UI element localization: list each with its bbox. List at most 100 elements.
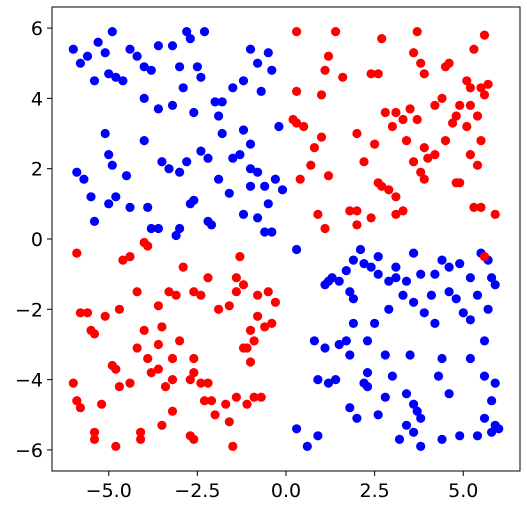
blue-point (139, 136, 149, 146)
blue-point (238, 76, 249, 86)
red-point (419, 174, 429, 184)
red-point (125, 252, 135, 262)
blue-point (132, 51, 142, 61)
x-tick-label: −2.5 (174, 480, 220, 502)
points-layer (68, 27, 504, 451)
blue-point (253, 58, 263, 68)
red-point (139, 325, 149, 335)
red-point (228, 441, 238, 451)
red-point (231, 287, 241, 297)
blue-point (292, 244, 302, 255)
red-point (331, 27, 341, 37)
red-point (430, 150, 440, 160)
red-point (409, 157, 419, 167)
blue-point (334, 339, 344, 350)
blue-point (107, 27, 117, 37)
red-point (465, 83, 475, 93)
red-point (89, 434, 100, 444)
blue-point (331, 375, 341, 385)
red-point (167, 406, 178, 416)
blue-point (487, 273, 497, 283)
blue-point (327, 273, 337, 283)
red-point (405, 104, 415, 114)
blue-point (157, 157, 167, 167)
red-point (167, 353, 178, 364)
red-point (292, 86, 302, 96)
y-tick-label: 6 (31, 18, 43, 40)
red-point (210, 410, 220, 420)
blue-point (185, 34, 195, 44)
red-point (75, 403, 85, 413)
red-point (416, 58, 426, 68)
red-point (199, 396, 210, 406)
blue-point (490, 378, 500, 388)
red-point (398, 114, 408, 125)
red-point (401, 136, 412, 146)
red-point (384, 185, 394, 195)
red-point (157, 322, 167, 332)
red-point (206, 396, 217, 406)
blue-point (100, 128, 110, 139)
red-point (476, 136, 486, 146)
blue-point (416, 441, 426, 451)
red-point (114, 382, 124, 392)
blue-point (426, 290, 436, 300)
red-point (72, 248, 82, 258)
red-point (221, 399, 231, 409)
red-point (377, 181, 387, 191)
blue-point (139, 93, 149, 103)
red-point (189, 434, 199, 444)
blue-point (472, 431, 483, 441)
blue-point (245, 44, 256, 54)
red-point (175, 336, 185, 346)
blue-point (409, 248, 419, 258)
blue-point (146, 223, 156, 234)
red-point (448, 118, 458, 128)
blue-point (107, 160, 117, 170)
blue-point (175, 167, 185, 177)
red-point (89, 329, 100, 339)
blue-point (444, 262, 454, 272)
blue-point (487, 396, 497, 406)
red-point (185, 375, 195, 385)
blue-point (359, 259, 369, 269)
red-point (97, 399, 107, 409)
red-point (118, 255, 128, 265)
red-point (472, 111, 483, 121)
blue-point (302, 441, 312, 451)
blue-point (412, 406, 422, 416)
blue-point (409, 399, 419, 409)
red-point (143, 241, 153, 251)
red-point (153, 364, 163, 374)
red-point (89, 427, 100, 437)
red-point (245, 325, 256, 335)
blue-point (483, 304, 493, 314)
blue-point (323, 378, 334, 388)
red-point (157, 420, 167, 430)
blue-point (214, 111, 224, 121)
blue-point (458, 308, 468, 318)
blue-point (380, 392, 390, 402)
blue-point (125, 202, 135, 212)
red-point (419, 69, 429, 79)
red-point (444, 58, 454, 68)
blue-point (334, 276, 344, 286)
blue-point (320, 343, 330, 353)
blue-point (256, 86, 266, 96)
blue-point (451, 294, 461, 304)
red-point (409, 48, 419, 58)
y-tick-label: −2 (15, 299, 43, 321)
blue-point (398, 290, 408, 300)
red-point (189, 287, 199, 297)
red-point (423, 153, 433, 163)
red-point (323, 171, 334, 181)
red-point (479, 252, 490, 262)
blue-point (245, 181, 256, 191)
red-point (245, 357, 256, 367)
blue-point (175, 62, 185, 72)
red-point (320, 223, 330, 234)
red-point (72, 396, 82, 406)
red-point (295, 174, 305, 184)
red-point (419, 143, 429, 153)
blue-point (143, 202, 153, 212)
